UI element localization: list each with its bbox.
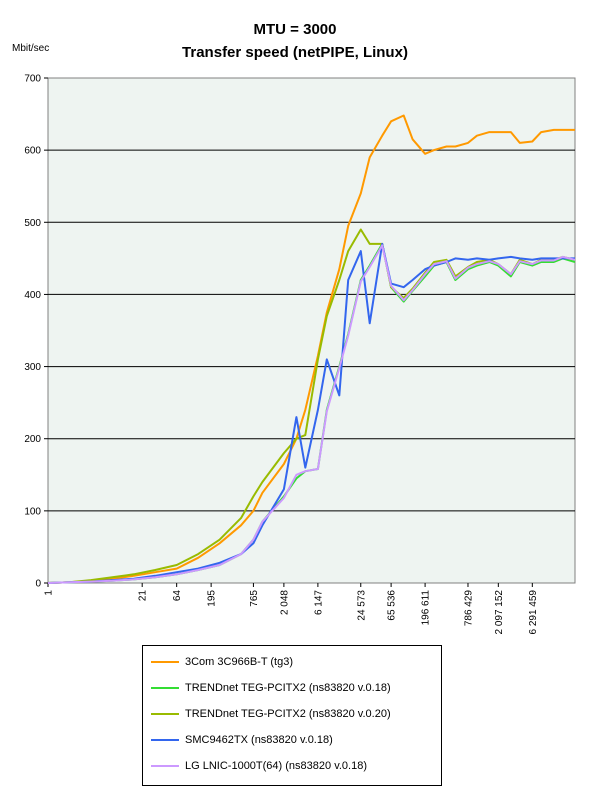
y-tick-label: 400 <box>24 290 41 301</box>
legend-label: 3Com 3C966B-T (tg3) <box>185 656 294 668</box>
legend-swatch <box>151 765 179 767</box>
x-tick-label: 786 429 <box>463 590 474 627</box>
series-line <box>47 244 576 584</box>
y-axis-label: Mbit/sec <box>12 43 49 54</box>
legend-item: TRENDnet TEG-PCITX2 (ns83820 v.0.20) <box>151 706 391 722</box>
y-tick-label: 700 <box>24 74 41 85</box>
x-tick-label: 1 <box>44 590 55 596</box>
x-tick-label: 64 <box>172 590 183 602</box>
x-tick-label: 24 573 <box>356 590 367 621</box>
series-lines <box>47 114 576 584</box>
y-tick-label: 500 <box>24 218 41 229</box>
chart-subtitle: Transfer speed (netPIPE, Linux) <box>182 44 408 61</box>
legend-item: LG LNIC-1000T(64) (ns83820 v.0.18) <box>151 758 367 774</box>
legend-item: SMC9462TX (ns83820 v.0.18) <box>151 732 333 748</box>
legend-swatch <box>151 661 179 663</box>
y-tick-label: 0 <box>35 579 41 590</box>
x-tick-label: 6 147 <box>313 590 324 615</box>
legend-item: TRENDnet TEG-PCITX2 (ns83820 v.0.18) <box>151 680 391 696</box>
y-tick-label: 300 <box>24 362 41 373</box>
y-tick-label: 100 <box>24 506 41 517</box>
x-tick-label: 196 611 <box>421 590 432 626</box>
line-chart: MTU = 3000 Transfer speed (netPIPE, Linu… <box>12 21 576 635</box>
series-line <box>47 114 575 584</box>
x-tick-label: 21 <box>138 590 149 602</box>
plot-area <box>47 77 576 584</box>
x-tick-label: 765 <box>249 590 260 607</box>
x-tick-label: 6 291 459 <box>528 590 539 635</box>
x-tick-label: 195 <box>207 590 218 607</box>
legend-swatch <box>151 713 179 715</box>
legend-label: TRENDnet TEG-PCITX2 (ns83820 v.0.20) <box>185 708 391 720</box>
legend-swatch <box>151 739 179 741</box>
y-tick-labels: 0 100 200 300 400 500 600 700 <box>24 74 48 590</box>
series-line <box>47 242 575 584</box>
chart-title: MTU = 3000 <box>254 21 337 38</box>
x-tick-label: 2 048 <box>279 590 290 615</box>
y-tick-label: 600 <box>24 146 41 157</box>
x-tick-label: 2 097 152 <box>494 590 505 635</box>
legend-label: LG LNIC-1000T(64) (ns83820 v.0.18) <box>185 760 367 772</box>
legend-swatch <box>151 687 179 689</box>
legend-label: SMC9462TX (ns83820 v.0.18) <box>185 734 333 746</box>
legend-item: 3Com 3C966B-T (tg3) <box>151 654 293 670</box>
x-tick-labels: 1 21 64 195 765 2 048 6 147 24 573 65 536 196 611… <box>44 583 539 635</box>
x-tick-label: 65 536 <box>387 590 398 621</box>
y-tick-label: 200 <box>24 434 41 445</box>
legend: 3Com 3C966B-T (tg3) TRENDnet TEG-PCITX2 (… <box>142 645 442 786</box>
legend-label: TRENDnet TEG-PCITX2 (ns83820 v.0.18) <box>185 682 391 694</box>
